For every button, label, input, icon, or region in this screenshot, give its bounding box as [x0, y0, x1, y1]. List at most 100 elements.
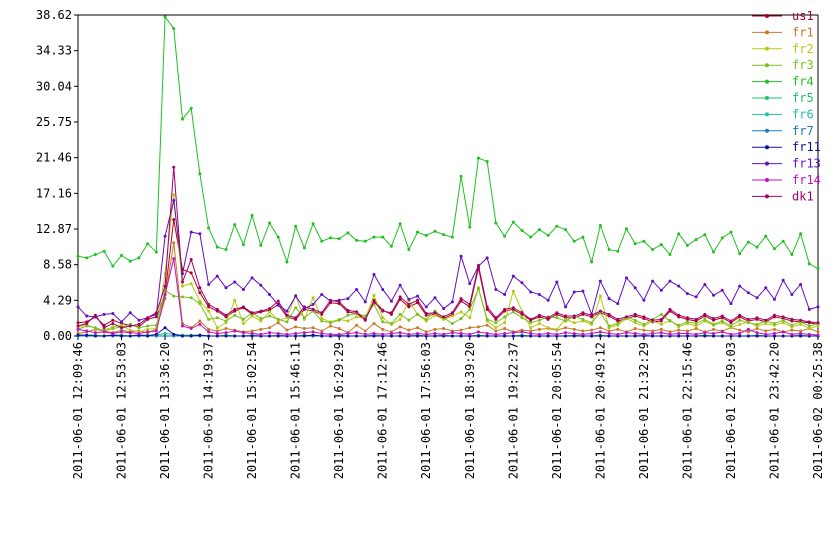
data-point	[694, 327, 698, 331]
data-point	[389, 299, 393, 303]
data-point	[302, 246, 306, 250]
data-point	[590, 328, 594, 332]
data-point	[729, 324, 733, 328]
data-point	[703, 317, 707, 321]
data-point	[555, 280, 559, 284]
data-point	[537, 322, 541, 326]
data-point	[398, 222, 402, 226]
data-point	[772, 247, 776, 251]
data-point	[799, 322, 803, 326]
data-point	[355, 334, 359, 338]
data-point	[772, 313, 776, 317]
data-point	[564, 326, 568, 330]
data-point	[694, 295, 698, 299]
data-point	[633, 327, 637, 331]
data-point	[677, 332, 681, 336]
data-point	[189, 282, 193, 286]
data-point	[111, 264, 115, 268]
data-point	[337, 318, 341, 322]
data-point	[677, 328, 681, 332]
data-point	[816, 267, 820, 271]
data-point	[268, 334, 272, 338]
data-point	[302, 316, 306, 320]
data-point	[215, 326, 219, 330]
data-point	[163, 332, 167, 336]
data-point	[128, 311, 132, 315]
data-point	[668, 330, 672, 334]
data-point	[207, 330, 211, 334]
data-point	[503, 292, 507, 296]
data-point	[416, 332, 420, 336]
data-point	[381, 316, 385, 320]
data-point	[407, 318, 411, 322]
data-point	[581, 289, 585, 293]
data-point	[442, 327, 446, 331]
legend-marker	[765, 194, 769, 199]
data-point	[442, 315, 446, 319]
data-point	[111, 322, 115, 326]
data-point	[424, 332, 428, 336]
series	[76, 193, 820, 334]
data-point	[311, 330, 315, 334]
data-point	[659, 243, 663, 247]
x-tick-label: 2011-06-01 18:39:20	[463, 342, 477, 479]
x-tick-label: 2011-06-01 22:15:46	[680, 342, 694, 479]
series	[76, 199, 820, 324]
data-point	[729, 332, 733, 336]
data-point	[642, 239, 646, 243]
data-point	[511, 331, 515, 335]
data-point	[581, 311, 585, 315]
data-point	[268, 307, 272, 311]
data-point	[198, 302, 202, 306]
data-point	[677, 232, 681, 236]
legend-label: fr6	[792, 107, 814, 121]
data-point	[564, 228, 568, 232]
data-point	[790, 323, 794, 327]
legend-label: fr1	[792, 25, 814, 39]
data-point	[320, 292, 324, 296]
data-point	[146, 316, 150, 320]
data-point	[607, 329, 611, 333]
data-point	[633, 312, 637, 316]
data-point	[633, 286, 637, 290]
data-point	[407, 332, 411, 336]
data-point	[189, 106, 193, 110]
data-point	[494, 332, 498, 336]
data-point	[285, 320, 289, 324]
data-point	[250, 314, 254, 318]
y-tick-label: 21.46	[36, 151, 72, 165]
data-point	[616, 332, 620, 336]
data-point	[503, 315, 507, 319]
data-point	[76, 327, 80, 331]
data-point	[781, 334, 785, 338]
data-point	[311, 296, 315, 300]
data-point	[259, 283, 263, 287]
data-point	[416, 298, 420, 302]
data-point	[294, 316, 298, 320]
data-point	[207, 327, 211, 331]
data-point	[320, 334, 324, 338]
data-point	[416, 326, 420, 330]
data-point	[503, 332, 507, 336]
data-point	[189, 327, 193, 331]
data-point	[668, 253, 672, 257]
data-point	[172, 26, 176, 30]
data-point	[607, 297, 611, 301]
data-point	[790, 328, 794, 332]
data-point	[468, 326, 472, 330]
data-point	[172, 294, 176, 298]
data-point	[581, 332, 585, 336]
data-point	[259, 309, 263, 313]
data-point	[729, 302, 733, 306]
data-point	[616, 302, 620, 306]
data-point	[433, 229, 437, 233]
data-point	[607, 334, 611, 338]
x-tick-label: 2011-06-01 14:19:37	[202, 342, 216, 479]
data-point	[755, 331, 759, 335]
data-point	[546, 334, 550, 338]
data-point	[703, 233, 707, 237]
data-point	[268, 221, 272, 225]
data-point	[685, 292, 689, 296]
data-point	[537, 327, 541, 331]
